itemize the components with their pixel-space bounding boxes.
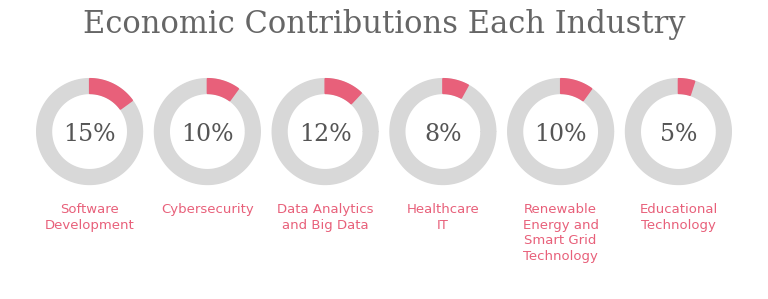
Text: Renewable
Energy and
Smart Grid
Technology: Renewable Energy and Smart Grid Technolo… (523, 203, 598, 263)
Text: 10%: 10% (181, 123, 233, 146)
Polygon shape (678, 79, 695, 95)
Polygon shape (625, 79, 731, 184)
Polygon shape (325, 79, 361, 104)
Text: 5%: 5% (660, 123, 697, 146)
Text: Software
Development: Software Development (45, 203, 134, 232)
Polygon shape (272, 79, 378, 184)
Text: Economic Contributions Each Industry: Economic Contributions Each Industry (83, 9, 685, 40)
Text: 8%: 8% (424, 123, 462, 146)
Text: Data Analytics
and Big Data: Data Analytics and Big Data (277, 203, 373, 232)
Text: Cybersecurity: Cybersecurity (161, 203, 253, 216)
Polygon shape (37, 79, 143, 184)
Polygon shape (90, 79, 132, 109)
Text: 15%: 15% (63, 123, 116, 146)
Polygon shape (207, 79, 238, 101)
Text: 12%: 12% (299, 123, 352, 146)
Polygon shape (443, 79, 468, 98)
Text: Healthcare
IT: Healthcare IT (406, 203, 479, 232)
Polygon shape (154, 79, 260, 184)
Text: 10%: 10% (535, 123, 587, 146)
Polygon shape (561, 79, 591, 101)
Text: Educational
Technology: Educational Technology (639, 203, 717, 232)
Polygon shape (508, 79, 614, 184)
Polygon shape (390, 79, 496, 184)
